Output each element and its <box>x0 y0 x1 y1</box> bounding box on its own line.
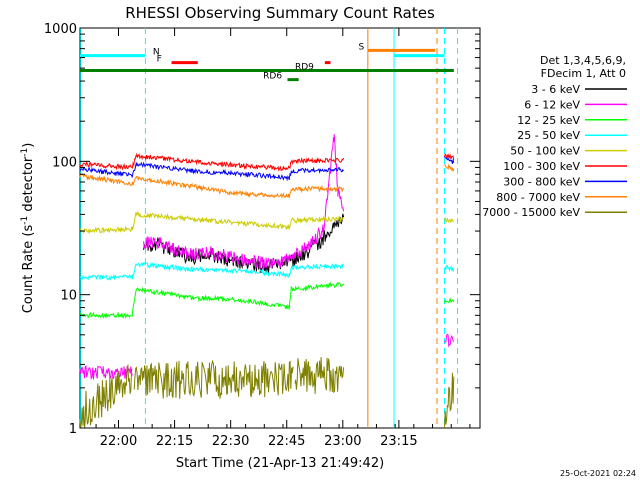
legend-label-5: 100 - 300 keV <box>503 160 580 173</box>
series-line-7-segment-1 <box>444 163 455 172</box>
legend-header-0: Det 1,3,4,5,6,9, <box>540 54 626 67</box>
x-axis-ticks: 22:00 22:15 22:30 22:45 23:00 23:15 <box>95 28 471 449</box>
series-line-3-segment-0 <box>79 261 344 281</box>
legend-header-1: FDecim 1, Att 0 <box>541 67 626 80</box>
legend-label-3: 25 - 50 keV <box>517 129 580 142</box>
chart-title: RHESSI Observing Summary Count Rates <box>125 4 435 22</box>
series-line-6-segment-0 <box>79 161 344 182</box>
vertical-markers <box>80 28 459 428</box>
legend-label-4: 50 - 100 keV <box>510 145 580 158</box>
y-tick-label-3: 1000 <box>44 22 77 37</box>
series-line-3-segment-1 <box>444 264 455 273</box>
x-tick-label-1: 22:15 <box>156 434 193 449</box>
y-axis-label-sup1: -1 <box>20 216 30 225</box>
plot-area <box>79 27 481 429</box>
plot-frame <box>79 27 481 429</box>
legend-label-7: 800 - 7000 keV <box>496 191 580 204</box>
x-axis-label: Start Time (21-Apr-13 21:49:42) <box>176 456 384 471</box>
flag-label-0: N <box>153 48 160 58</box>
legend-label-6: 300 - 800 keV <box>503 175 580 188</box>
x-tick-label-3: 22:45 <box>268 434 305 449</box>
series-lines <box>79 134 455 429</box>
legend-label-2: 12 - 25 keV <box>517 114 580 127</box>
series-line-8-segment-3 <box>444 372 455 429</box>
series-line-1-segment-2 <box>444 333 455 348</box>
flag-label-2: S <box>359 42 365 52</box>
legend-label-1: 6 - 12 keV <box>524 98 580 111</box>
x-tick-label-4: 23:00 <box>324 434 361 449</box>
y-axis-label-part1: Count Rate (s <box>21 225 36 314</box>
flag-label-3: RD9 <box>295 63 314 73</box>
legend-label-8: 7000 - 15000 keV <box>482 206 580 219</box>
y-tick-label-1: 10 <box>60 289 77 304</box>
y-axis-label-part3: ) <box>21 143 36 148</box>
series-line-7-segment-0 <box>79 173 345 199</box>
series-line-4-segment-1 <box>444 216 454 224</box>
series-line-2-segment-0 <box>79 281 345 319</box>
flag-label-1: F <box>157 55 162 65</box>
series-line-6-segment-1 <box>444 156 455 164</box>
y-tick-label-2: 100 <box>52 155 77 170</box>
flag-bars: NF S RD9 RD6 <box>80 42 454 82</box>
x-tick-label-2: 22:30 <box>212 434 249 449</box>
flag-label-4: RD6 <box>263 72 282 82</box>
y-tick-label-0: 1 <box>69 422 77 437</box>
series-line-5-segment-0 <box>79 152 345 172</box>
series-line-4-segment-0 <box>79 211 344 235</box>
y-axis-label-sup2: -1 <box>20 148 30 157</box>
x-tick-label-0: 22:00 <box>100 434 137 449</box>
series-line-2-segment-1 <box>444 297 455 304</box>
series-line-8-segment-1 <box>133 359 294 399</box>
legend: Det 1,3,4,5,6,9,FDecim 1, Att 0 3 - 6 keV… <box>482 54 627 219</box>
y-axis-ticks: 1 10 100 1000 <box>44 22 480 437</box>
series-line-1-segment-0 <box>79 365 133 381</box>
series-line-8-segment-2 <box>294 357 345 394</box>
series-line-8-segment-0 <box>79 363 133 429</box>
x-tick-label-5: 23:15 <box>380 434 417 449</box>
y-axis-label: Count Rate (s-1 detector-1) <box>20 143 36 314</box>
footer-timestamp: 25-Oct-2021 02:24 <box>560 469 636 478</box>
y-axis-label-part2: detector <box>21 156 36 216</box>
series-line-1-segment-1 <box>143 134 345 271</box>
series-line-5-segment-1 <box>444 153 455 161</box>
legend-label-0: 3 - 6 keV <box>531 83 580 96</box>
